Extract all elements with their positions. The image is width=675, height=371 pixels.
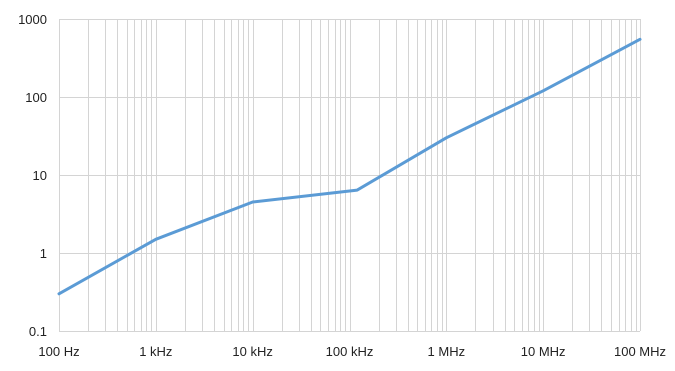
y-tick-label: 0.1 <box>29 324 47 339</box>
y-tick-label: 10 <box>33 168 47 183</box>
x-tick-label: 100 Hz <box>38 344 79 359</box>
grid <box>59 19 641 332</box>
x-tick-label: 1 kHz <box>139 344 172 359</box>
y-axis-tick-labels: 0.1 1 10 100 1000 <box>18 12 47 339</box>
x-tick-label: 100 MHz <box>614 344 666 359</box>
x-tick-label: 10 MHz <box>521 344 566 359</box>
y-tick-label: 1 <box>40 246 47 261</box>
x-tick-label: 100 kHz <box>326 344 374 359</box>
x-tick-label: 10 kHz <box>232 344 272 359</box>
x-axis-tick-labels: 100 Hz 1 kHz 10 kHz 100 kHz 1 MHz 10 MHz 100 M… <box>38 344 666 359</box>
y-tick-label: 100 <box>25 90 47 105</box>
series-layer <box>57 37 642 296</box>
y-tick-label: 1000 <box>18 12 47 27</box>
x-tick-label: 1 MHz <box>428 344 466 359</box>
